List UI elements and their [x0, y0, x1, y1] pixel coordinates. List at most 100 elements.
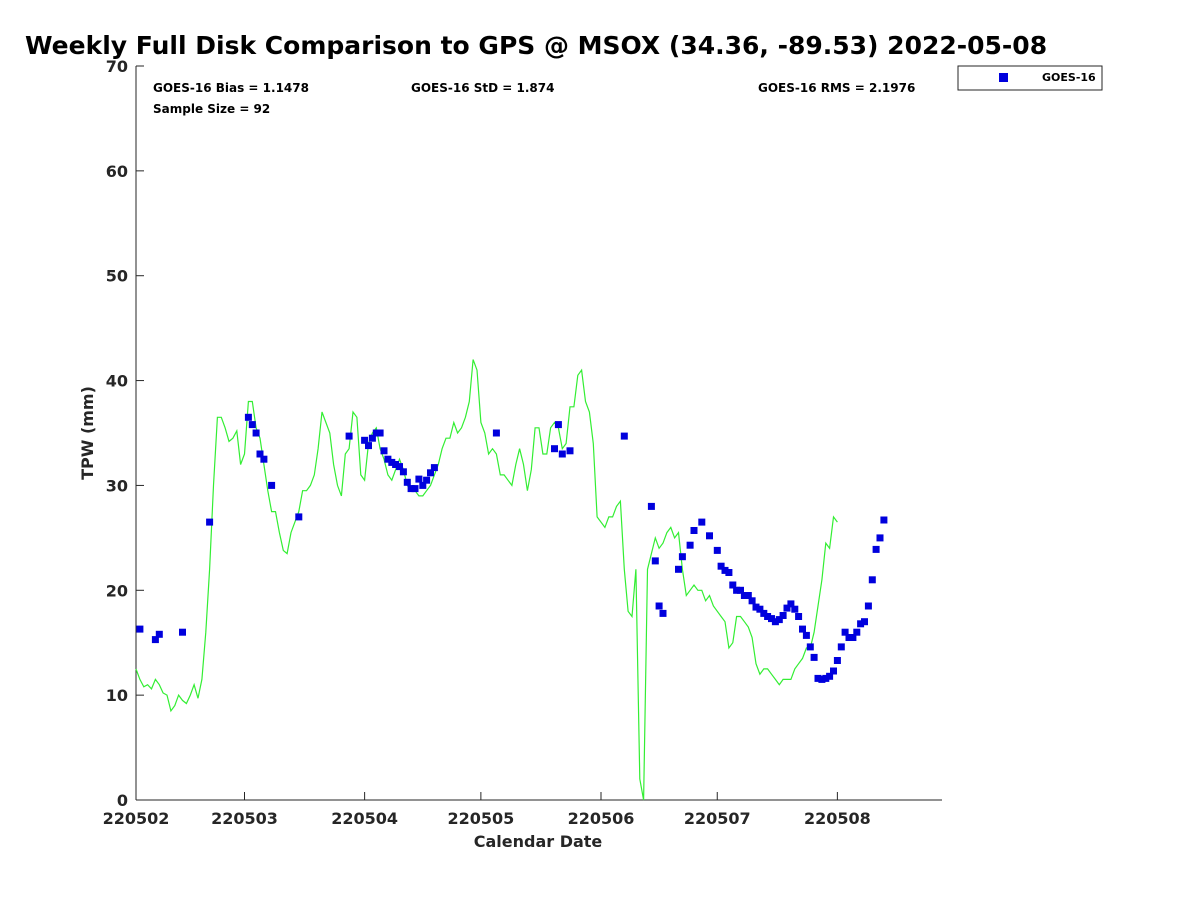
goes16-point — [717, 562, 725, 570]
goes16-point — [345, 432, 353, 440]
series-goes16 — [136, 413, 888, 683]
goes16-point — [756, 605, 764, 613]
goes16-point — [206, 518, 214, 526]
goes16-point — [252, 429, 260, 437]
legend: GOES-16 — [957, 65, 1103, 91]
goes16-point — [376, 429, 384, 437]
y-tick-label: 70 — [106, 57, 128, 76]
goes16-point — [818, 675, 826, 683]
goes16-point — [775, 616, 783, 624]
goes16-point — [744, 592, 752, 599]
goes16-point — [795, 613, 803, 620]
y-tick-label: 60 — [106, 162, 128, 181]
goes16-point — [407, 485, 415, 493]
goes16-point — [787, 600, 795, 608]
y-tick-label: 50 — [106, 267, 128, 286]
goes16-point — [752, 603, 760, 611]
goes16-point — [783, 604, 791, 612]
goes16-point — [651, 557, 659, 565]
goes16-point — [737, 586, 744, 594]
x-tick-label: 220504 — [331, 809, 398, 828]
goes16-point — [880, 516, 888, 524]
goes16-point — [423, 476, 431, 484]
goes16-point — [740, 592, 748, 599]
goes16-point — [260, 455, 268, 463]
goes16-point — [244, 413, 252, 421]
goes16-point — [155, 630, 163, 638]
goes16-point — [725, 569, 733, 576]
goes16-point — [686, 541, 694, 549]
goes16-point — [492, 429, 500, 437]
goes16-point — [799, 625, 806, 633]
goes16-point — [620, 432, 628, 440]
goes16-point — [868, 576, 876, 584]
goes16-point — [256, 450, 264, 458]
goes16-point — [566, 447, 574, 455]
goes16-point — [384, 455, 392, 463]
goes16-point — [733, 586, 741, 594]
goes16-point — [368, 434, 376, 442]
goes16-point — [554, 421, 562, 429]
series-gps — [135, 359, 838, 801]
goes16-point — [802, 631, 810, 639]
goes16-point — [826, 672, 834, 680]
goes16-point — [295, 513, 303, 521]
goes16-point — [430, 464, 438, 472]
goes16-point — [822, 674, 830, 682]
legend-label: GOES-16 — [1042, 71, 1096, 84]
axes — [135, 66, 942, 801]
goes16-point — [791, 605, 799, 613]
goes16-point — [558, 450, 566, 458]
goes16-point — [136, 625, 144, 633]
goes16-point — [864, 602, 872, 610]
goes16-point — [403, 478, 411, 486]
goes16-point — [810, 653, 818, 661]
goes16-point — [678, 553, 686, 561]
goes16-point — [551, 445, 558, 453]
goes16-point — [690, 527, 698, 534]
goes16-point — [411, 485, 419, 493]
goes16-point — [706, 532, 713, 540]
goes16-point — [729, 581, 737, 589]
rms-stat: GOES-16 RMS = 2.1976 — [758, 81, 915, 95]
sample-size-stat: Sample Size = 92 — [153, 102, 270, 116]
gps-series-line — [135, 359, 838, 801]
goes16-point — [872, 545, 880, 553]
goes16-point — [853, 628, 861, 636]
goes16-point — [427, 469, 434, 477]
x-tick-label: 220503 — [211, 809, 278, 828]
goes16-point — [841, 628, 849, 636]
goes16-point — [814, 674, 822, 682]
goes16-point — [698, 518, 706, 526]
goes16-point — [647, 502, 655, 510]
goes16-point — [876, 534, 884, 542]
goes16-point — [361, 436, 369, 444]
goes16-point — [396, 463, 403, 471]
goes16-point — [392, 461, 400, 468]
goes16-point — [779, 612, 787, 619]
goes16-point — [380, 447, 388, 455]
goes16-point — [372, 429, 380, 437]
goes16-point — [837, 643, 845, 651]
goes16-point — [764, 613, 772, 620]
y-tick-label: 30 — [106, 476, 128, 495]
goes16-point — [419, 481, 427, 489]
goes16-point — [768, 615, 775, 623]
goes16-point — [861, 618, 868, 626]
goes16-point — [268, 481, 276, 489]
goes16-point — [365, 442, 372, 450]
y-axis-label: TPW (mm) — [78, 386, 97, 480]
goes16-point — [151, 636, 159, 644]
goes16-point — [388, 458, 396, 466]
x-ticks: 220502 220503 220504 220505 220506 220507 2205… — [103, 792, 871, 828]
x-tick-label: 220507 — [684, 809, 751, 828]
goes16-point — [248, 421, 256, 429]
legend-marker — [999, 73, 1008, 82]
goes16-point — [721, 566, 729, 574]
x-tick-label: 220502 — [103, 809, 170, 828]
y-tick-label: 10 — [106, 686, 128, 705]
goes16-point — [748, 597, 756, 605]
goes16-point — [655, 602, 663, 610]
x-axis-label: Calendar Date — [474, 832, 603, 851]
